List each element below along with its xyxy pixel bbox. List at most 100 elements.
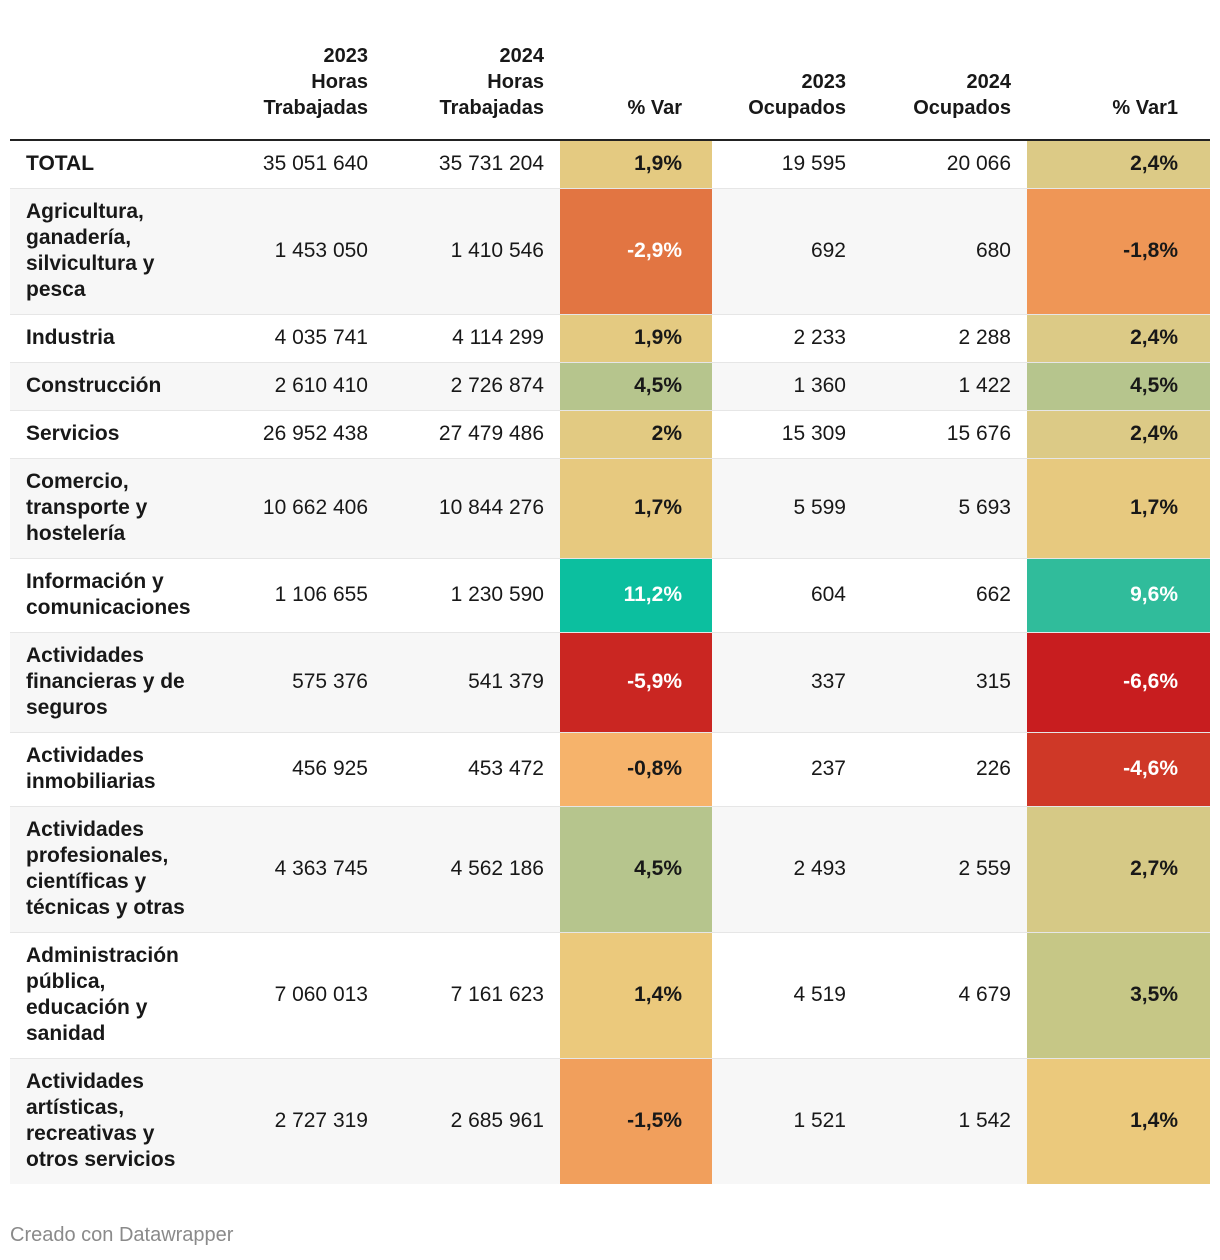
header-line: % Var1 [1112, 97, 1178, 119]
row-label: Actividades inmobiliarias [10, 732, 210, 807]
header-var[interactable]: % Var [560, 0, 712, 141]
header-line: 2024 [966, 71, 1012, 93]
table-row: Actividades artísticas, recreativas y ot… [10, 1058, 1210, 1184]
hours-2023-cell: 2 610 410 [210, 362, 384, 411]
header-line: Horas [487, 71, 544, 93]
hours-2024-cell: 4 562 186 [384, 806, 560, 933]
employed-2024-cell: 1 542 [862, 1058, 1027, 1184]
employed-2024-cell: 2 288 [862, 314, 1027, 363]
table-body: TOTAL 35 051 640 35 731 204 1,9% 19 595 20 06… [10, 140, 1210, 1184]
row-label: Servicios [10, 410, 210, 459]
employed-2024-cell: 4 679 [862, 932, 1027, 1059]
row-label: Actividades artísticas, recreativas y ot… [10, 1058, 210, 1184]
var1-cell: 3,5% [1027, 932, 1210, 1059]
hours-2023-cell: 1 106 655 [210, 558, 384, 633]
row-label: TOTAL [10, 140, 210, 189]
table-row: Actividades inmobiliarias 456 925 453 472 -… [10, 732, 1210, 807]
hours-2023-cell: 4 035 741 [210, 314, 384, 363]
employed-2023-cell: 237 [712, 732, 862, 807]
table-row: Agricultura, ganadería, silvicultura y p… [10, 188, 1210, 315]
hours-2023-cell: 7 060 013 [210, 932, 384, 1059]
var-cell: 1,9% [560, 314, 712, 363]
header-line: Trabajadas [263, 97, 368, 119]
employed-2023-cell: 2 233 [712, 314, 862, 363]
hours-2023-cell: 1 453 050 [210, 188, 384, 315]
row-label: Construcción [10, 362, 210, 411]
employed-2024-cell: 315 [862, 632, 1027, 733]
employed-2023-cell: 2 493 [712, 806, 862, 933]
table-row: Administración pública, educación y sani… [10, 932, 1210, 1059]
header-row: 2023 Horas Trabajadas 2024 Horas Trabaja… [10, 0, 1210, 141]
table-row: Actividades profesionales, científicas y… [10, 806, 1210, 933]
table-row: TOTAL 35 051 640 35 731 204 1,9% 19 595 20 06… [10, 140, 1210, 189]
header-label [10, 0, 210, 141]
employed-2023-cell: 337 [712, 632, 862, 733]
employed-2023-cell: 604 [712, 558, 862, 633]
var1-cell: -4,6% [1027, 732, 1210, 807]
var-cell: 4,5% [560, 362, 712, 411]
employed-2024-cell: 662 [862, 558, 1027, 633]
employed-2023-cell: 1 521 [712, 1058, 862, 1184]
var1-cell: 9,6% [1027, 558, 1210, 633]
var-cell: 1,7% [560, 458, 712, 559]
row-label: Actividades profesionales, científicas y… [10, 806, 210, 933]
table-row: Construcción 2 610 410 2 726 874 4,5% 1 360 1… [10, 362, 1210, 411]
employed-2024-cell: 2 559 [862, 806, 1027, 933]
var1-cell: -6,6% [1027, 632, 1210, 733]
var1-cell: -1,8% [1027, 188, 1210, 315]
header-line: Trabajadas [439, 97, 544, 119]
table-row: Actividades financieras y de seguros 575 … [10, 632, 1210, 733]
employed-2024-cell: 15 676 [862, 410, 1027, 459]
hours-2024-cell: 4 114 299 [384, 314, 560, 363]
var-cell: 1,9% [560, 140, 712, 189]
hours-2024-cell: 2 685 961 [384, 1058, 560, 1184]
hours-2023-cell: 575 376 [210, 632, 384, 733]
employed-2024-cell: 1 422 [862, 362, 1027, 411]
hours-2024-cell: 7 161 623 [384, 932, 560, 1059]
employed-2023-cell: 15 309 [712, 410, 862, 459]
employed-2024-cell: 20 066 [862, 140, 1027, 189]
var1-cell: 2,4% [1027, 314, 1210, 363]
employed-2024-cell: 5 693 [862, 458, 1027, 559]
hours-2023-cell: 26 952 438 [210, 410, 384, 459]
hours-2024-cell: 10 844 276 [384, 458, 560, 559]
header-employed-2024[interactable]: 2024 Ocupados [862, 0, 1027, 141]
hours-2024-cell: 35 731 204 [384, 140, 560, 189]
employed-2023-cell: 692 [712, 188, 862, 315]
var1-cell: 1,7% [1027, 458, 1210, 559]
hours-2023-cell: 4 363 745 [210, 806, 384, 933]
var1-cell: 2,4% [1027, 410, 1210, 459]
var1-cell: 2,4% [1027, 140, 1210, 189]
header-line: 2023 [323, 45, 369, 67]
employed-2024-cell: 680 [862, 188, 1027, 315]
row-label: Administración pública, educación y sani… [10, 932, 210, 1059]
header-hours-2024[interactable]: 2024 Horas Trabajadas [384, 0, 560, 141]
row-label: Industria [10, 314, 210, 363]
var-cell: 2% [560, 410, 712, 459]
header-employed-2023[interactable]: 2023 Ocupados [712, 0, 862, 141]
table-row: Servicios 26 952 438 27 479 486 2% 15 309 15 … [10, 410, 1210, 459]
hours-2023-cell: 35 051 640 [210, 140, 384, 189]
hours-2024-cell: 27 479 486 [384, 410, 560, 459]
var-cell: 1,4% [560, 932, 712, 1059]
header-line: Ocupados [748, 97, 846, 119]
header-line: % Var [627, 97, 682, 119]
hours-2024-cell: 541 379 [384, 632, 560, 733]
employed-2023-cell: 1 360 [712, 362, 862, 411]
employed-2023-cell: 4 519 [712, 932, 862, 1059]
var-cell: 11,2% [560, 558, 712, 633]
var1-cell: 1,4% [1027, 1058, 1210, 1184]
table-row: Comercio, transporte y hostelería 10 662 … [10, 458, 1210, 559]
header-line: Ocupados [913, 97, 1011, 119]
hours-2023-cell: 456 925 [210, 732, 384, 807]
table-row: Industria 4 035 741 4 114 299 1,9% 2 233 2 28… [10, 314, 1210, 363]
hours-2024-cell: 453 472 [384, 732, 560, 807]
employed-2024-cell: 226 [862, 732, 1027, 807]
hours-2023-cell: 10 662 406 [210, 458, 384, 559]
var-cell: -5,9% [560, 632, 712, 733]
header-var1[interactable]: % Var1 [1027, 0, 1210, 141]
employed-2023-cell: 19 595 [712, 140, 862, 189]
credit-footer: Creado con Datawrapper [10, 1224, 234, 1246]
hours-2024-cell: 1 230 590 [384, 558, 560, 633]
header-hours-2023[interactable]: 2023 Horas Trabajadas [210, 0, 384, 141]
